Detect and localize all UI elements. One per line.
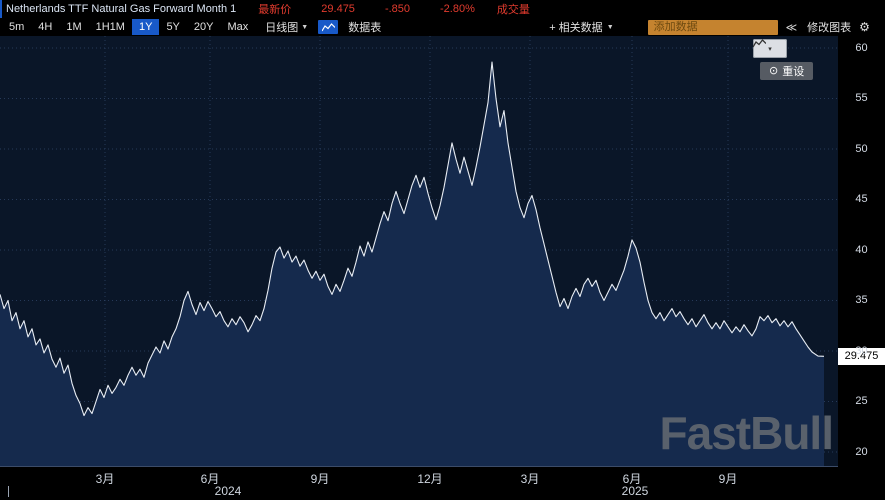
line-chart-icon	[753, 39, 766, 48]
chevron-down-icon: ▼	[606, 23, 614, 31]
y-axis-label: 50	[855, 142, 868, 155]
volume-label: 成交量	[496, 4, 530, 16]
gear-icon[interactable]: ⚙	[859, 20, 870, 34]
year-axis-label: 2025	[621, 484, 649, 498]
range-button-20y[interactable]: 20Y	[193, 21, 214, 33]
chart-type-selector[interactable]: ▾	[753, 39, 787, 58]
fastbull-watermark: FastBull	[659, 407, 834, 459]
instrument-title[interactable]: Netherlands TTF Natural Gas Forward Mont…	[6, 3, 237, 15]
x-axis-label: 9月	[310, 472, 330, 486]
range-button-1m[interactable]: 1M	[66, 21, 82, 33]
x-axis-label: 9月	[718, 472, 738, 486]
x-axis-label: 6月	[622, 472, 642, 486]
year-axis-tick	[8, 486, 9, 497]
related-data-dropdown[interactable]: + 相关数据 ▼	[549, 19, 613, 35]
chart-style-dropdown[interactable]: 日线图 ▼	[265, 19, 308, 35]
y-axis-label: 35	[855, 294, 868, 306]
data-table-label: 数据表	[348, 22, 382, 34]
range-button-5m[interactable]: 5m	[9, 21, 25, 33]
current-price-tag: 29.475	[838, 347, 885, 365]
y-axis-label: 40	[855, 243, 868, 256]
price-area-fill	[0, 62, 824, 466]
price-change-value: -.850	[384, 3, 411, 15]
reset-label: 重设	[782, 66, 805, 78]
quote-header: Netherlands TTF Natural Gas Forward Mont…	[0, 0, 885, 18]
y-axis-label: 30	[855, 344, 868, 357]
add-data-input[interactable]: 添加数据	[647, 19, 778, 35]
y-axis-label: 55	[855, 92, 868, 104]
y-axis-label: 45	[855, 193, 868, 205]
x-axis: 3月 6月 9月 12月 3月 6月 9月 2024 2025	[0, 466, 885, 500]
x-axis-label: 6月	[200, 472, 220, 486]
price-line	[0, 61, 825, 417]
range-button-1y[interactable]: 1Y	[131, 19, 160, 35]
collapse-button[interactable]: ≪	[785, 21, 798, 34]
range-selector: 5m 4H 1M 1H1M 1Y 5Y 20Y Max	[2, 18, 255, 36]
chevron-down-icon: ▾	[768, 45, 772, 53]
y-axis-label: 25	[855, 395, 868, 407]
price-change-percent: -2.80%	[440, 3, 475, 15]
chart-area[interactable]: ▾ ⊙ 重设 FastBull 3月 6月 9月 12月 3月 6月 9月 2024 2025 …	[0, 36, 885, 500]
year-axis-label: 2024	[214, 484, 242, 498]
chart-toolbar: 5m 4H 1M 1H1M 1Y 5Y 20Y Max 日线图 ▼ 数据表 + 相关数据 ▼ …	[0, 18, 885, 36]
range-button-5y[interactable]: 5Y	[166, 21, 180, 33]
reset-icon: ⊙	[769, 64, 779, 77]
price-chart-svg	[0, 36, 838, 466]
latest-price-label: 最新价	[258, 4, 292, 16]
y-axis: 29.475 60 55 50 45 40 35 30 25 20	[838, 36, 885, 500]
area-chart-icon	[321, 22, 335, 31]
modify-chart-button[interactable]: 修改图表	[807, 22, 852, 34]
range-button-max[interactable]: Max	[227, 21, 249, 33]
related-data-label: + 相关数据	[549, 22, 603, 34]
area-chart-icon-button[interactable]	[318, 20, 339, 34]
x-axis-label: 12月	[417, 472, 443, 486]
data-table-button[interactable]: 数据表	[348, 19, 381, 35]
latest-price-value: 29.475	[321, 3, 355, 15]
chevron-down-icon: ▼	[301, 23, 309, 31]
chart-style-label: 日线图	[265, 22, 299, 34]
x-axis-label: 3月	[520, 472, 540, 486]
y-axis-label: 20	[855, 445, 868, 458]
range-button-1h1m[interactable]: 1H1M	[95, 21, 125, 33]
range-button-4h[interactable]: 4H	[38, 21, 53, 33]
reset-button[interactable]: ⊙ 重设	[760, 62, 814, 80]
y-axis-label: 60	[855, 41, 868, 54]
x-axis-label: 3月	[95, 472, 115, 486]
